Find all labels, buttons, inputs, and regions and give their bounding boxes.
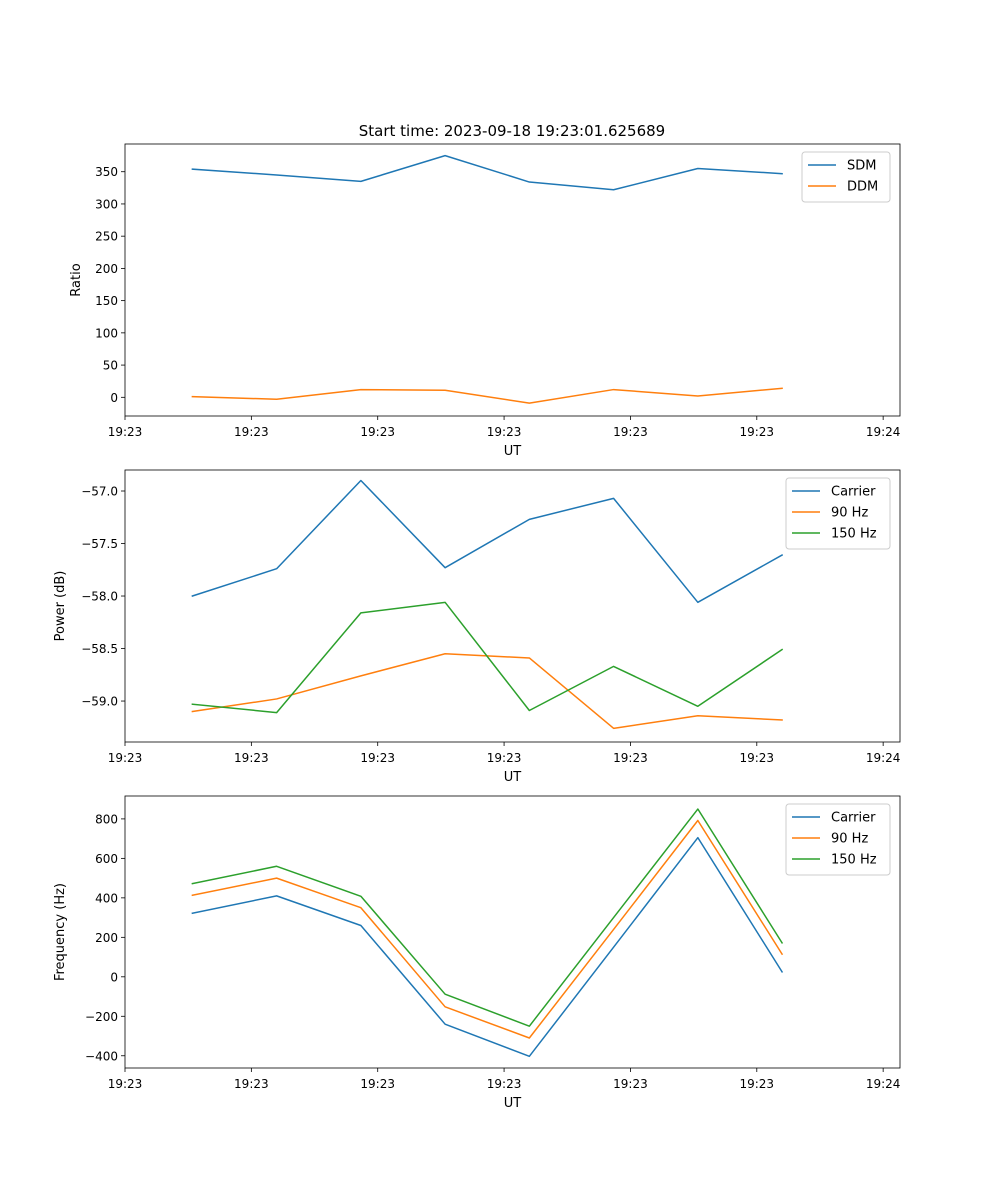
series-line-ddm	[191, 387, 783, 404]
x-tick-label: 19:24	[866, 425, 901, 439]
y-tick-label: 150	[95, 294, 118, 308]
y-tick-label: 0	[110, 970, 118, 984]
y-tick-label: −58.5	[81, 642, 118, 656]
legend-box	[785, 477, 891, 550]
x-tick-label: 19:23	[108, 751, 143, 765]
ratio-chart: 19:23 19:23 19:23 19:23 19:23 19:23 19:24 0 50 10…	[69, 143, 901, 459]
y-axis-label: Frequency (Hz)	[53, 883, 68, 981]
x-tick-label: 19:23	[234, 1077, 269, 1091]
x-tick-label: 19:23	[360, 751, 395, 765]
legend-box	[801, 151, 891, 203]
y-axis-label: Power (dB)	[53, 571, 68, 642]
legend-label: Carrier	[831, 811, 876, 826]
x-tick-label: 19:24	[866, 1077, 901, 1091]
y-tick-label: 800	[95, 812, 118, 826]
x-tick-label: 19:23	[613, 1077, 648, 1091]
plot-frame	[124, 795, 901, 1069]
power-chart: 19:23 19:23 19:23 19:23 19:23 19:23 19:24 −59.0…	[53, 469, 901, 785]
figure-title: Start time: 2023-09-18 19:23:01.625689	[359, 122, 665, 140]
y-tick-label: −400	[85, 1049, 118, 1063]
x-tick-label: 19:23	[234, 425, 269, 439]
legend: SDM DDM	[801, 151, 891, 203]
y-tick-label: 400	[95, 891, 118, 905]
y-axis-label: Ratio	[69, 263, 84, 296]
series-line-carrier	[191, 836, 784, 1058]
y-tick-label: 300	[95, 197, 118, 211]
plot-frame	[124, 469, 901, 743]
x-tick-label: 19:23	[739, 1077, 774, 1091]
legend-box	[785, 803, 891, 876]
plot-frame	[124, 143, 901, 417]
y-tick-label: −59.0	[81, 695, 118, 709]
y-tick-label: 350	[95, 165, 118, 179]
x-tick-label: 19:23	[487, 751, 522, 765]
frequency-chart: 19:23 19:23 19:23 19:23 19:23 19:23 19:24 −400 −…	[53, 795, 901, 1111]
legend-label: 150 Hz	[831, 527, 877, 542]
x-tick-label: 19:23	[739, 751, 774, 765]
x-tick-label: 19:23	[108, 425, 143, 439]
x-tick-label: 19:23	[108, 1077, 143, 1091]
x-tick-label: 19:23	[739, 425, 774, 439]
x-tick-label: 19:23	[613, 425, 648, 439]
series-line-carrier	[191, 479, 784, 604]
legend: Carrier 90 Hz 150 Hz	[785, 477, 891, 550]
x-tick-label: 19:23	[487, 1077, 522, 1091]
x-axis-label: UT	[504, 770, 522, 785]
legend: Carrier 90 Hz 150 Hz	[785, 803, 891, 876]
legend-label: 90 Hz	[831, 506, 868, 521]
y-tick-label: 200	[95, 262, 118, 276]
y-tick-label: 0	[110, 391, 118, 405]
series-line-sdm	[191, 154, 783, 191]
legend-label: 90 Hz	[831, 832, 868, 847]
legend-label: SDM	[847, 159, 876, 174]
series-line-90-hz	[191, 819, 784, 1039]
legend-label: 150 Hz	[831, 853, 877, 868]
x-tick-label: 19:23	[360, 425, 395, 439]
y-tick-label: 250	[95, 230, 118, 244]
y-tick-label: 200	[95, 931, 118, 945]
legend-label: Carrier	[831, 485, 876, 500]
series-line-150-hz	[191, 601, 784, 714]
legend-label: DDM	[847, 180, 878, 195]
y-tick-label: 50	[103, 359, 118, 373]
x-tick-label: 19:24	[866, 751, 901, 765]
x-axis-label: UT	[504, 444, 522, 459]
series-line-90-hz	[191, 653, 783, 730]
x-tick-label: 19:23	[234, 751, 269, 765]
y-tick-label: −200	[85, 1010, 118, 1024]
y-tick-label: −57.5	[81, 537, 118, 551]
x-tick-label: 19:23	[487, 425, 522, 439]
series-line-150-hz	[191, 808, 784, 1027]
y-tick-label: −58.0	[81, 590, 118, 604]
y-tick-label: 600	[95, 852, 118, 866]
x-axis-label: UT	[504, 1096, 522, 1111]
y-tick-label: 100	[95, 326, 118, 340]
y-tick-label: −57.0	[81, 485, 118, 499]
x-tick-label: 19:23	[360, 1077, 395, 1091]
x-tick-label: 19:23	[613, 751, 648, 765]
